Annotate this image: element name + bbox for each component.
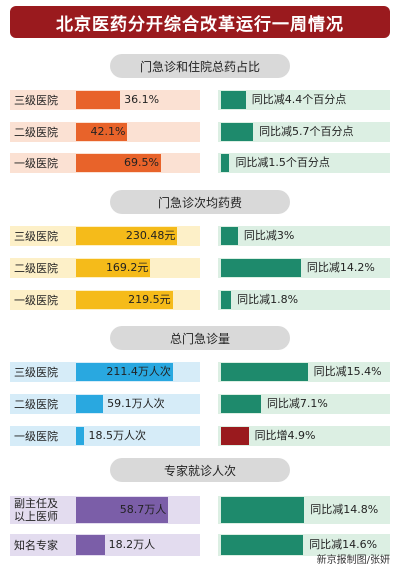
value-label: 36.1% <box>124 93 160 106</box>
page-title: 北京医药分开综合改革运行一周情况 <box>10 6 390 38</box>
change-label: 同比减3% <box>243 229 295 242</box>
change-bar <box>221 123 254 141</box>
category-label: 三级医院 <box>14 93 58 107</box>
change-background <box>218 122 390 142</box>
row-background <box>10 426 200 446</box>
value-bar <box>76 291 173 309</box>
value-label: 169.2元 <box>105 261 149 274</box>
category-label: 副主任及 以上医师 <box>14 497 58 523</box>
change-bar <box>221 497 305 523</box>
value-label: 230.48元 <box>125 229 176 242</box>
category-label: 一级医院 <box>14 156 58 170</box>
value-label: 42.1% <box>90 125 126 138</box>
value-bar <box>76 123 128 141</box>
change-label: 同比增4.9% <box>254 429 316 442</box>
change-bar <box>221 154 230 172</box>
change-background <box>218 426 390 446</box>
change-bar <box>221 91 246 109</box>
change-label: 同比减14.8% <box>310 503 379 516</box>
change-label: 同比减1.5个百分点 <box>235 156 330 169</box>
change-background <box>218 290 390 310</box>
value-bar <box>76 497 169 523</box>
change-label: 同比减4.4个百分点 <box>251 93 347 106</box>
row-background <box>10 534 200 556</box>
change-label: 同比减14.6% <box>309 538 378 551</box>
value-bar <box>76 259 151 277</box>
value-bar <box>76 363 173 381</box>
change-background <box>218 90 390 110</box>
change-label: 同比减5.7个百分点 <box>259 125 354 138</box>
change-bar <box>221 227 238 245</box>
value-bar <box>76 395 104 413</box>
change-background <box>218 394 390 414</box>
category-label: 知名专家 <box>14 538 58 552</box>
value-bar <box>76 154 161 172</box>
row-background <box>10 394 200 414</box>
change-bar <box>221 363 308 381</box>
category-label: 一级医院 <box>14 429 58 443</box>
value-bar <box>76 535 105 555</box>
category-label: 三级医院 <box>14 229 58 243</box>
change-label: 同比减1.8% <box>237 293 299 306</box>
category-label: 二级医院 <box>14 125 58 139</box>
value-bar <box>76 91 121 109</box>
change-bar <box>221 291 232 309</box>
change-label: 同比减14.2% <box>306 261 375 274</box>
value-label: 69.5% <box>123 156 159 169</box>
value-bar <box>76 427 85 445</box>
change-background <box>218 226 390 246</box>
category-label: 二级医院 <box>14 261 58 275</box>
value-label: 219.5元 <box>128 293 171 306</box>
change-bar <box>221 535 304 555</box>
category-label: 二级医院 <box>14 397 58 411</box>
credit-text: 新京报制图/张妍 <box>316 555 390 566</box>
section-title: 专家就诊人次 <box>110 458 290 482</box>
value-bar <box>76 227 178 245</box>
section-title: 门急诊和住院总药占比 <box>110 54 290 78</box>
change-bar <box>221 395 261 413</box>
value-label: 18.2万人 <box>108 538 156 551</box>
value-label: 211.4万人次 <box>106 365 171 378</box>
category-label: 三级医院 <box>14 365 58 379</box>
value-label: 58.7万人 <box>119 503 167 516</box>
value-label: 18.5万人次 <box>88 429 146 442</box>
change-background <box>218 153 390 173</box>
category-label: 一级医院 <box>14 293 58 307</box>
value-label: 59.1万人次 <box>107 397 165 410</box>
change-bar <box>221 427 249 445</box>
change-label: 同比减7.1% <box>266 397 328 410</box>
section-title: 总门急诊量 <box>110 326 290 350</box>
change-bar <box>221 259 301 277</box>
section-title: 门急诊次均药费 <box>110 190 290 214</box>
change-label: 同比减15.4% <box>313 365 382 378</box>
